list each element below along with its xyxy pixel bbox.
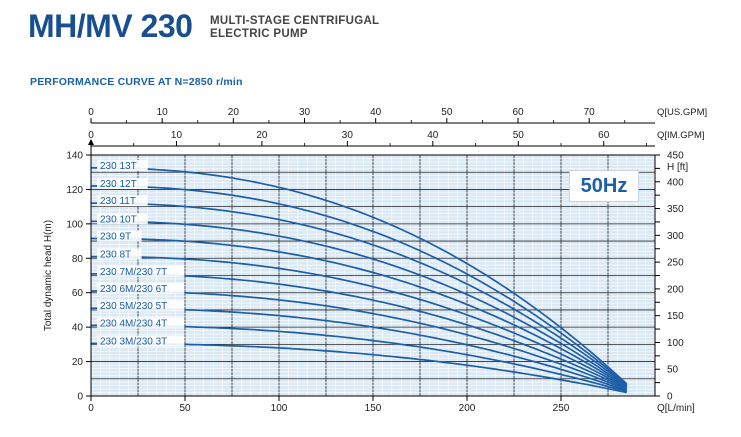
y-tick-label: 120 bbox=[66, 185, 83, 196]
x-tick-label: 150 bbox=[365, 403, 382, 414]
curve-label: 230 10T bbox=[100, 214, 137, 225]
top-axis-1-title: Q[US.GPM] bbox=[657, 107, 707, 118]
subtitle-line-1: MULTI-STAGE CENTRIFUGAL bbox=[210, 15, 380, 27]
y2-tick-label: 100 bbox=[667, 338, 684, 349]
x-tick-label: 50 bbox=[179, 403, 191, 414]
curve-label: 230 6M/230 6T bbox=[100, 284, 167, 295]
curve-2 bbox=[91, 185, 628, 386]
curve-label-bg bbox=[97, 159, 148, 171]
curve-label-bg bbox=[97, 335, 185, 347]
x-tick-label: 100 bbox=[271, 403, 288, 414]
curve-label: 230 13T bbox=[100, 161, 137, 172]
curve-label: 230 9T bbox=[100, 231, 131, 242]
y2-tick-label: 350 bbox=[667, 204, 684, 215]
top-axis-2-tick-label: 50 bbox=[513, 130, 525, 141]
curve-label: 230 3M/230 3T bbox=[100, 336, 167, 347]
top-axis-1-tick-label: 70 bbox=[584, 107, 596, 118]
top-axis-2-tick-label: 30 bbox=[342, 130, 354, 141]
y2-tick-label: 300 bbox=[667, 231, 684, 242]
header: MH/MV 230 MULTI-STAGE CENTRIFUGAL ELECTR… bbox=[0, 0, 741, 88]
curve-label: 230 5M/230 5T bbox=[100, 301, 167, 312]
top-axis-1-tick-label: 60 bbox=[512, 107, 524, 118]
top-axis-1-tick-label: 20 bbox=[228, 107, 240, 118]
curve-6 bbox=[91, 255, 628, 390]
curve-label: 230 12T bbox=[100, 179, 137, 190]
y2-tick-label: 200 bbox=[667, 284, 684, 295]
model-title: MH/MV 230 bbox=[28, 8, 193, 44]
top-axis-2-title: Q[IM.GPM] bbox=[657, 130, 705, 141]
curve-label: 230 4M/230 4T bbox=[100, 318, 167, 329]
y2-tick-label: 150 bbox=[667, 311, 684, 322]
y-tick-label: 80 bbox=[72, 254, 84, 265]
x-axis-title: Q[L/min] bbox=[657, 403, 695, 414]
top-axis-2-tick-label: 40 bbox=[427, 130, 439, 141]
y-tick-label: 140 bbox=[66, 151, 83, 162]
curve-5 bbox=[91, 237, 628, 389]
curve-label-bg bbox=[97, 282, 185, 294]
curve-label-bg bbox=[97, 317, 185, 329]
curve-label-bg bbox=[97, 248, 142, 260]
performance-title: PERFORMANCE CURVE AT N=2850 r/min bbox=[30, 76, 243, 88]
top-axis-1-tick-label: 50 bbox=[441, 107, 453, 118]
curve-label: 230 8T bbox=[100, 250, 131, 261]
top-axis-2-tick-label: 60 bbox=[598, 130, 610, 141]
y-tick-label: 20 bbox=[72, 357, 84, 368]
x-tick-label: 0 bbox=[88, 403, 94, 414]
frequency-badge: 50Hz bbox=[569, 170, 639, 202]
y2-tick-label: 450 bbox=[667, 151, 684, 162]
top-axis-1-tick-label: 30 bbox=[299, 107, 311, 118]
top-axis-1-tick-label: 10 bbox=[157, 107, 169, 118]
product-subtitle: MULTI-STAGE CENTRIFUGAL ELECTRIC PUMP bbox=[210, 15, 379, 41]
y-tick-label: 0 bbox=[77, 392, 83, 403]
y-tick-label: 60 bbox=[72, 288, 84, 299]
y-axis-title: Total dynamic head H(m) bbox=[43, 220, 54, 331]
curve-label-bg bbox=[97, 177, 148, 189]
y-tick-label: 100 bbox=[66, 219, 83, 230]
curve-label-bg bbox=[97, 213, 148, 225]
y2-tick-label: 50 bbox=[667, 365, 679, 376]
curve-label-bg bbox=[97, 195, 148, 207]
top-axis-1-tick-label: 40 bbox=[370, 107, 382, 118]
curve-label-bg bbox=[97, 265, 185, 277]
curve-label: 230 11T bbox=[100, 196, 136, 207]
y2-tick-label: 0 bbox=[667, 392, 673, 403]
y2-tick-label: 250 bbox=[667, 258, 684, 269]
top-axis-1-tick-label: 0 bbox=[88, 107, 94, 118]
curve-label-bg bbox=[97, 300, 185, 312]
curve-label: 230 7M/230 7T bbox=[100, 267, 167, 278]
top-axis-2-tick-label: 0 bbox=[88, 130, 94, 141]
curve-3 bbox=[91, 202, 628, 387]
curve-1 bbox=[91, 167, 628, 385]
subtitle-line-2: ELECTRIC PUMP bbox=[210, 28, 308, 40]
curve-4 bbox=[91, 220, 628, 388]
y2-axis-title: H [ft] bbox=[667, 162, 688, 173]
y-tick-label: 40 bbox=[72, 323, 84, 334]
curve-label-bg bbox=[97, 230, 142, 242]
top-axis-2-tick-label: 20 bbox=[256, 130, 268, 141]
y2-tick-label: 400 bbox=[667, 177, 684, 188]
top-axis-2-tick-label: 10 bbox=[171, 130, 183, 141]
x-tick-label: 200 bbox=[459, 403, 476, 414]
x-tick-label: 250 bbox=[553, 403, 570, 414]
